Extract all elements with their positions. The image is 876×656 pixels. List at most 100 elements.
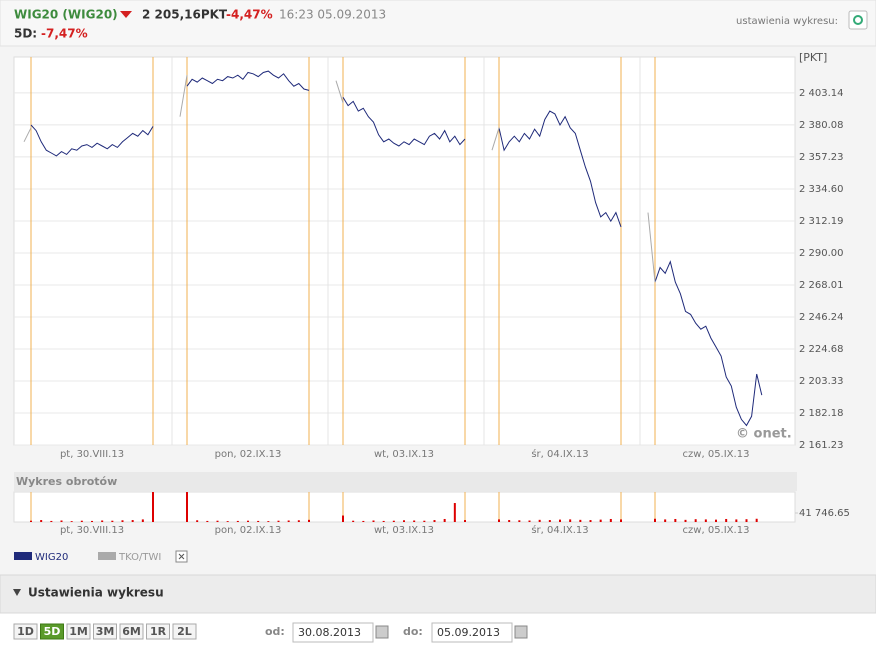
turnover-bar xyxy=(684,519,687,522)
period-change: -7,47% xyxy=(41,27,88,41)
turnover-bar xyxy=(352,520,355,522)
legend: WIG20 TKO/TWI xyxy=(14,552,161,563)
range-button[interactable] xyxy=(146,623,170,640)
turnover-bar xyxy=(508,520,511,522)
x-tick-label: śr, 04.IX.13 xyxy=(531,448,588,460)
turnover-bar xyxy=(423,520,426,522)
price-line xyxy=(186,70,310,91)
price-line xyxy=(647,212,656,283)
turnover-bar xyxy=(528,520,531,522)
turnover-bar xyxy=(735,519,738,522)
turnover-bar xyxy=(569,519,572,522)
turnover-bar xyxy=(342,515,344,522)
turnover-bar xyxy=(464,520,466,522)
turnover-bar xyxy=(362,520,365,522)
from-calendar[interactable] xyxy=(375,625,389,639)
range-button[interactable] xyxy=(172,623,197,640)
turnover-bar xyxy=(599,519,602,522)
x-tick-label: pon, 02.IX.13 xyxy=(215,525,282,536)
range-label: 3M xyxy=(96,625,115,638)
settings-button[interactable] xyxy=(848,10,868,30)
turnover-bar xyxy=(548,520,551,522)
turnover-bar xyxy=(40,520,43,522)
settings-bar[interactable] xyxy=(0,574,876,614)
close-icon xyxy=(178,553,185,560)
turnover-bar xyxy=(91,520,93,522)
price-line xyxy=(491,127,500,151)
collapse-arrow xyxy=(13,589,21,596)
x-tick-label: pt, 30.VIII.13 xyxy=(60,525,124,536)
legend-swatch xyxy=(14,552,32,560)
to-input[interactable] xyxy=(431,622,513,643)
x-tick-label: czw, 05.IX.13 xyxy=(683,449,750,460)
turnover-bar xyxy=(433,520,436,522)
legend-label: TKO/TWI xyxy=(118,552,161,563)
turnover-bar xyxy=(226,521,229,522)
range-label: 6M xyxy=(122,625,141,638)
x-tick-label: czw, 05.IX.13 xyxy=(683,525,750,536)
turnover-bar xyxy=(216,520,219,522)
turnover-bar xyxy=(297,520,300,522)
turnover-bar xyxy=(413,520,416,522)
turnover-bar xyxy=(30,520,32,522)
symbol: WIG20 (WIG20) xyxy=(14,8,118,22)
period-label: 5D: xyxy=(14,27,37,41)
range-button[interactable] xyxy=(93,623,117,640)
to-date: 05.09.2013 xyxy=(437,626,500,639)
price-line xyxy=(30,124,154,157)
range-label: 1R xyxy=(150,625,167,638)
range-button[interactable] xyxy=(40,623,64,640)
price-line xyxy=(23,127,32,143)
turnover-bar xyxy=(559,519,561,522)
turnover-bar xyxy=(453,503,456,522)
legend-swatch xyxy=(98,552,116,560)
x-tick-label: śr, 04.IX.13 xyxy=(531,524,588,536)
down-arrow xyxy=(120,11,132,18)
range-button[interactable] xyxy=(119,623,144,640)
watermark: © onet. xyxy=(736,427,792,442)
y-tick-label: 41 746.65 xyxy=(799,508,850,519)
turnover-bar xyxy=(715,519,717,522)
from-label: od: xyxy=(265,625,285,638)
turnover-bar xyxy=(131,520,134,522)
turnover-bar xyxy=(206,520,209,522)
turnover-header xyxy=(14,472,797,491)
range-label: 5D xyxy=(44,625,61,638)
turnover-bar xyxy=(152,492,154,522)
turnover-bar xyxy=(654,518,656,522)
turnover-bar xyxy=(50,520,53,522)
legend-label: WIG20 xyxy=(35,552,68,563)
y-tick-label: 2 203.33 xyxy=(799,376,844,387)
to-calendar[interactable] xyxy=(514,625,528,639)
y-tick-label: 2 268.01 xyxy=(799,280,844,291)
range-button[interactable] xyxy=(13,623,38,640)
turnover-bar xyxy=(518,520,521,522)
turnover-bar xyxy=(236,520,239,522)
turnover-bar xyxy=(755,518,758,522)
price-line xyxy=(498,110,622,228)
y-tick-label: 2 403.14 xyxy=(799,88,844,99)
turnover-bar xyxy=(60,520,63,522)
turnover-bar xyxy=(111,520,114,522)
y-tick-label: 2 224.68 xyxy=(799,344,844,355)
turnover-bar xyxy=(674,518,677,522)
y-tick-label: 2 357.23 xyxy=(799,152,844,163)
turnover-bar xyxy=(382,520,385,522)
price: 2 205,16PKT xyxy=(142,8,228,22)
range-button[interactable] xyxy=(66,623,91,640)
turnover-bar xyxy=(308,519,310,522)
turnover-bar xyxy=(70,521,73,522)
price-line xyxy=(179,75,188,117)
turnover-bar xyxy=(121,520,124,522)
turnover-bar xyxy=(620,519,622,522)
from-date: 30.08.2013 xyxy=(298,626,361,639)
turnover-bar xyxy=(579,519,582,522)
turnover-bar xyxy=(247,520,249,522)
y-tick-label: 2 161.23 xyxy=(799,440,844,451)
x-tick-label: wt, 03.IX.13 xyxy=(374,525,434,536)
from-input[interactable] xyxy=(292,622,374,643)
y-tick-label: 2 290.00 xyxy=(799,248,844,259)
turnover-bar xyxy=(186,492,188,522)
x-tick-label: pt, 30.VIII.13 xyxy=(60,449,124,460)
